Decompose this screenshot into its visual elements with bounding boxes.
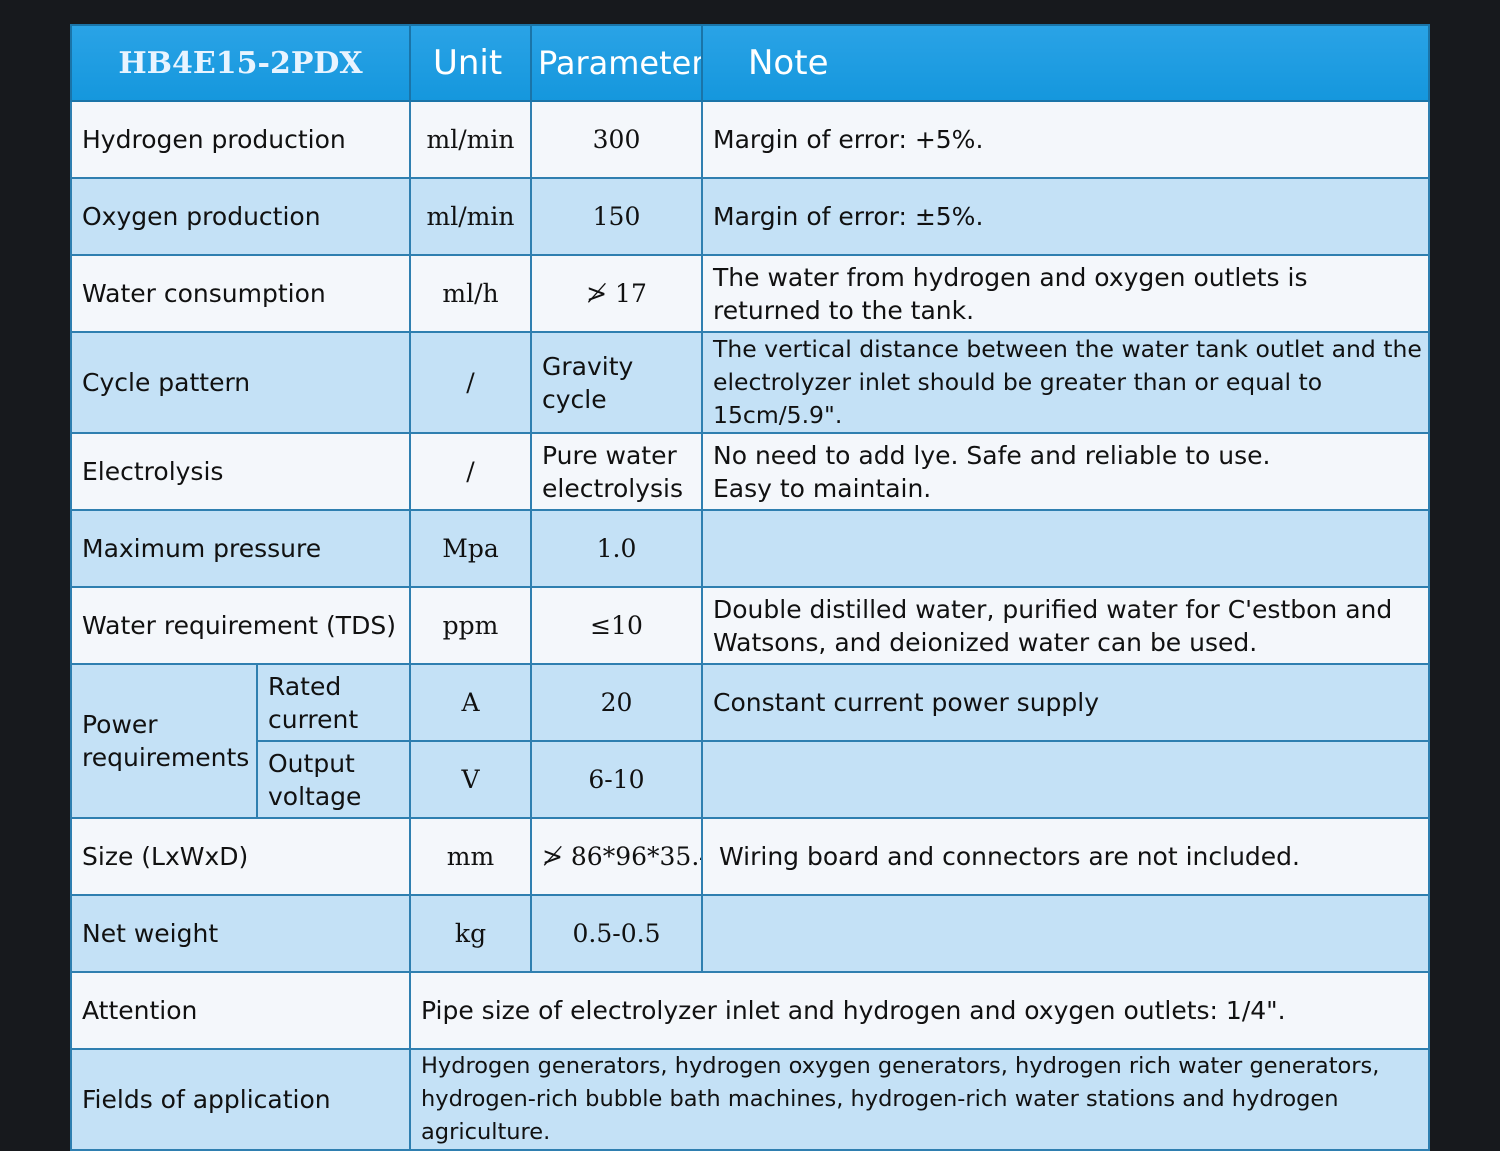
item-label: Water requirement (TDS) [70, 586, 411, 665]
parameter-cell: 1.0 [530, 509, 703, 588]
table-row: Water consumption ml/h ≯ 17 The water fr… [70, 254, 1430, 333]
note-line: The vertical distance between the water … [713, 335, 1422, 363]
attention-label: Attention [70, 971, 411, 1050]
fields-line: hydrogen-rich bubble bath machines, hydr… [421, 1086, 1339, 1145]
note-cell: Constant current power supply [701, 663, 1430, 742]
unit-cell: ml/min [409, 100, 532, 179]
fields-label: Fields of application [70, 1048, 411, 1151]
note-cell: The vertical distance between the water … [701, 331, 1430, 434]
note-cell [701, 509, 1430, 588]
note-cell: No need to add lye. Safe and reliable to… [701, 432, 1430, 511]
unit-cell: kg [409, 894, 532, 973]
parameter-cell: 300 [530, 100, 703, 179]
power-label-line: Power [82, 710, 158, 739]
power-label-line: requirements [82, 743, 250, 772]
table-row: Size (LxWxD) mm ≯ 86*96*35.4 Wiring boar… [70, 817, 1430, 896]
table-row: Output voltage V 6-10 [71, 740, 1430, 819]
parameter-line: electrolysis [542, 473, 684, 503]
note-line: Easy to maintain. [713, 473, 932, 503]
unit-cell: ml/min [409, 177, 532, 256]
table-row: Power requirements Rated current A 20 Co… [70, 663, 1430, 819]
note-cell: Margin of error: ±5%. [701, 177, 1430, 256]
power-requirements-label: Power requirements [70, 663, 258, 819]
parameter-line: Pure water [542, 440, 677, 470]
item-label: Maximum pressure [70, 509, 411, 588]
unit-cell: / [409, 331, 532, 434]
table-row: Oxygen production ml/min 150 Margin of e… [70, 177, 1430, 256]
note-header: Note [701, 24, 1430, 102]
parameter-cell: 0.5-0.5 [530, 894, 703, 973]
unit-cell: mm [409, 817, 532, 896]
attention-text: Pipe size of electrolyzer inlet and hydr… [409, 971, 1430, 1050]
item-label: Electrolysis [70, 432, 411, 511]
note-line: No need to add lye. Safe and reliable to… [713, 440, 1271, 470]
sub-label-line: Rated [268, 671, 342, 701]
parameter-cell: ≤10 [530, 586, 703, 665]
table-row: Attention Pipe size of electrolyzer inle… [70, 971, 1430, 1050]
unit-cell: A [409, 663, 532, 742]
sub-label-line: Output [268, 748, 355, 778]
item-label: Oxygen production [70, 177, 411, 256]
header-row: HB4E15-2PDX Unit Parameters Note [70, 24, 1430, 102]
rated-current-label: Rated current [256, 663, 411, 742]
parameter-cell: Pure water electrolysis [530, 432, 703, 511]
unit-cell: V [409, 740, 532, 819]
parameter-cell: Gravity cycle [530, 331, 703, 434]
output-voltage-label: Output voltage [256, 740, 411, 819]
fields-text: Hydrogen generators, hydrogen oxygen gen… [409, 1048, 1430, 1151]
table-row: Fields of application Hydrogen generator… [70, 1048, 1430, 1151]
item-label: Water consumption [70, 254, 411, 333]
table-row: Hydrogen production ml/min 300 Margin of… [70, 100, 1430, 179]
model-header: HB4E15-2PDX [70, 24, 411, 102]
unit-cell: / [409, 432, 532, 511]
unit-cell: ppm [409, 586, 532, 665]
sub-label-line: current [268, 704, 359, 734]
note-line: Double distilled water, purified water f… [713, 594, 1393, 624]
table-row: Water requirement (TDS) ppm ≤10 Double d… [70, 586, 1430, 665]
note-cell: Margin of error: +5%. [701, 100, 1430, 179]
item-label: Hydrogen production [70, 100, 411, 179]
spec-table: HB4E15-2PDX Unit Parameters Note Hydroge… [70, 24, 1430, 1151]
note-cell: The water from hydrogen and oxygen outle… [701, 254, 1430, 333]
parameter-cell: 6-10 [530, 740, 703, 819]
item-label: Size (LxWxD) [70, 817, 411, 896]
parameter-cell: ≯ 17 [530, 254, 703, 333]
parameter-cell: 20 [530, 663, 703, 742]
note-line: electrolyzer inlet should be greater tha… [713, 368, 1323, 429]
parameters-header: Parameters [530, 24, 703, 102]
unit-cell: ml/h [409, 254, 532, 333]
note-line: Watsons, and deionized water can be used… [713, 627, 1258, 657]
unit-header: Unit [409, 24, 532, 102]
item-label: Cycle pattern [70, 331, 411, 434]
table-row: Cycle pattern / Gravity cycle The vertic… [70, 331, 1430, 434]
table-row: Net weight kg 0.5-0.5 [70, 894, 1430, 973]
parameter-cell: 150 [530, 177, 703, 256]
unit-cell: Mpa [409, 509, 532, 588]
note-line: The water from hydrogen and oxygen outle… [713, 262, 1308, 292]
fields-line: Hydrogen generators, hydrogen oxygen gen… [421, 1053, 1380, 1079]
note-line: returned to the tank. [713, 295, 975, 325]
note-cell [701, 740, 1430, 819]
parameter-cell: ≯ 86*96*35.4 [530, 817, 703, 896]
note-cell [701, 894, 1430, 973]
note-cell: Wiring board and connectors are not incl… [701, 817, 1430, 896]
table-row: Electrolysis / Pure water electrolysis N… [70, 432, 1430, 511]
note-cell: Double distilled water, purified water f… [701, 586, 1430, 665]
sub-label-line: voltage [268, 781, 362, 811]
item-label: Net weight [70, 894, 411, 973]
table-row: Maximum pressure Mpa 1.0 [70, 509, 1430, 588]
